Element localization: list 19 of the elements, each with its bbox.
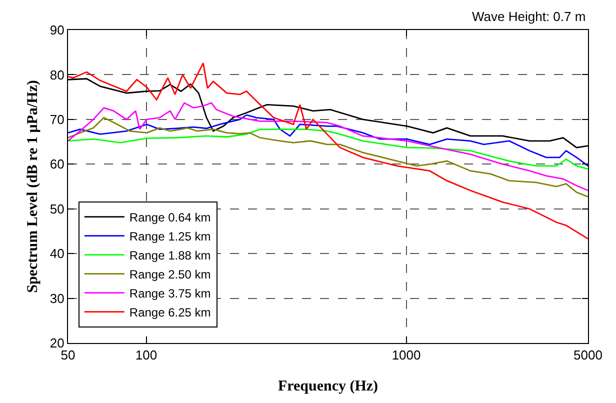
y-tick-label: 70 <box>50 112 64 127</box>
y-tick-label: 30 <box>50 290 64 306</box>
y-axis-title: Spectrum Level (dB re 1 μPa/Hz) <box>25 80 42 293</box>
legend-label: Range 3.75 km <box>129 286 211 301</box>
x-axis-title: Frequency (Hz) <box>278 378 378 395</box>
legend-label: Range 1.25 km <box>129 230 211 244</box>
legend-label: Range 2.50 km <box>129 268 211 282</box>
y-tick-label: 40 <box>50 246 64 262</box>
y-tick-label: 90 <box>50 22 64 38</box>
text: Wave Height: 0.7 m <box>472 9 586 24</box>
x-tick-label: 100 <box>135 348 158 363</box>
legend-label: Range 0.64 km <box>129 210 211 225</box>
y-tick-label: 50 <box>50 201 64 216</box>
x-tick-label: 1000 <box>392 348 421 363</box>
x-tick-label: 5000 <box>574 348 602 363</box>
legend-label: Range 6.25 km <box>129 306 211 320</box>
legend-label: Range 1.88 km <box>129 248 211 263</box>
y-tick-label: 60 <box>50 156 64 172</box>
y-tick-label: 80 <box>50 67 64 82</box>
